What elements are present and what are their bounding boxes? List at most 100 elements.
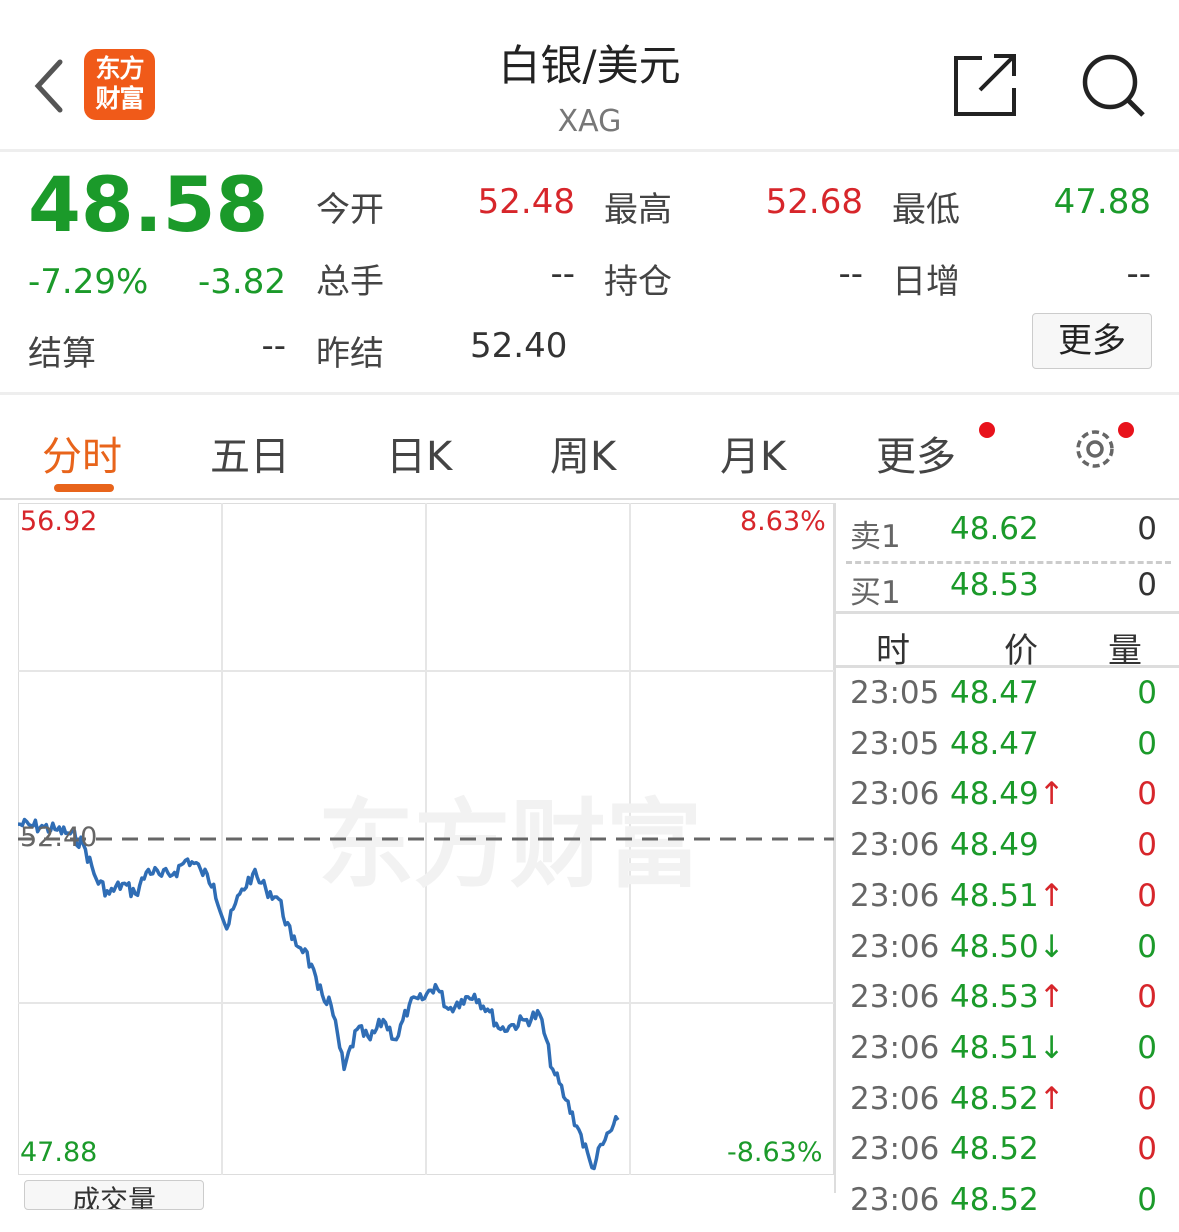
volume-label: 总手 (316, 254, 384, 303)
active-tab-indicator (54, 484, 114, 492)
indicator-button[interactable]: 成交量 (24, 1180, 204, 1210)
tick-time: 23:06 (850, 827, 939, 863)
tab-monthly-k[interactable]: 月K (720, 424, 786, 482)
tick-time: 23:06 (850, 929, 939, 965)
chart-tabs: 分时 五日 日K 周K 月K 更多 (0, 398, 1179, 500)
intraday-chart[interactable]: 东方财富 (18, 503, 834, 1175)
tick-price-value: 48.50 (950, 929, 1039, 965)
tab-five-day[interactable]: 五日 (210, 424, 290, 482)
pct-max-label: 8.63% (740, 506, 826, 537)
tick-price: 48.52 (950, 1182, 1039, 1218)
tick-row: 23:06 48.49↑ 0 (836, 776, 1179, 826)
open-label: 今开 (316, 182, 384, 231)
prev-settle-label: 昨结 (316, 326, 384, 375)
more-button[interactable]: 更多 (1032, 313, 1152, 369)
tick-price-value: 48.49 (950, 827, 1039, 863)
tick-price: 48.52 (950, 1131, 1039, 1167)
oi-label: 持仓 (604, 254, 672, 303)
tick-volume: 0 (1137, 929, 1157, 965)
tab-intraday[interactable]: 分时 (42, 424, 122, 482)
tick-price-value: 48.53 (950, 979, 1039, 1015)
tick-time: 23:06 (850, 878, 939, 914)
tick-price: 48.47 (950, 675, 1039, 711)
tick-price-value: 48.51 (950, 878, 1039, 914)
tick-volume: 0 (1137, 776, 1157, 812)
ask-row: 卖1 48.62 0 (836, 511, 1179, 561)
change: -3.82 (188, 262, 286, 302)
tick-row: 23:06 48.52 0 (836, 1131, 1179, 1181)
notification-dot (979, 422, 995, 438)
tick-row: 23:05 48.47 0 (836, 726, 1179, 776)
tick-arrow: ↑ (1039, 878, 1065, 914)
tab-weekly-k[interactable]: 周K (550, 424, 616, 482)
tick-time: 23:06 (850, 1081, 939, 1117)
high-value: 52.68 (720, 182, 863, 222)
ref-label: 52.40 (20, 822, 97, 853)
tick-price: 48.47 (950, 726, 1039, 762)
tick-row: 23:06 48.52 0 (836, 1182, 1179, 1232)
settle-label: 结算 (28, 326, 96, 375)
tick-row: 23:05 48.47 0 (836, 675, 1179, 725)
last-price: 48.58 (28, 160, 268, 249)
tick-price-value: 48.52 (950, 1081, 1039, 1117)
tick-volume: 0 (1137, 675, 1157, 711)
tick-price: 48.52↑ (950, 1081, 1065, 1117)
ask-volume: 0 (1137, 511, 1157, 547)
tick-arrow: ↓ (1039, 1030, 1065, 1066)
change-pct: -7.29% (28, 262, 148, 302)
tick-time: 23:06 (850, 1182, 939, 1218)
bid-label: 买1 (850, 567, 901, 612)
tick-time: 23:05 (850, 675, 939, 711)
search-icon[interactable] (1080, 52, 1146, 118)
tick-price: 48.53↑ (950, 979, 1065, 1015)
tick-row: 23:06 48.51↓ 0 (836, 1030, 1179, 1080)
settle-value: -- (200, 326, 286, 366)
volume-value: -- (430, 254, 575, 294)
tick-price: 48.49↑ (950, 776, 1065, 812)
bid-row: 买1 48.53 0 (836, 567, 1179, 617)
settings-gear-icon[interactable] (1070, 424, 1120, 474)
bid-price: 48.53 (950, 567, 1039, 603)
daily-inc-value: -- (1000, 254, 1151, 294)
tick-price: 48.51↑ (950, 878, 1065, 914)
notification-dot (1118, 422, 1134, 438)
ask-price: 48.62 (950, 511, 1039, 547)
tab-daily-k[interactable]: 日K (386, 424, 452, 482)
tick-time: 23:06 (850, 1030, 939, 1066)
tick-price: 48.50↓ (950, 929, 1065, 965)
tick-time: 23:06 (850, 979, 939, 1015)
tick-price-value: 48.51 (950, 1030, 1039, 1066)
tick-volume: 0 (1137, 1030, 1157, 1066)
low-label: 最低 (892, 182, 960, 231)
oi-value: -- (720, 254, 863, 294)
pct-min-label: -8.63% (727, 1137, 823, 1168)
divider (836, 665, 1179, 668)
tick-row: 23:06 48.50↓ 0 (836, 929, 1179, 979)
share-icon[interactable] (952, 52, 1018, 118)
high-label: 最高 (604, 182, 672, 231)
divider (846, 561, 1171, 564)
tick-arrow: ↑ (1039, 776, 1065, 812)
tick-price: 48.51↓ (950, 1030, 1065, 1066)
y-min-label: 47.88 (20, 1137, 97, 1168)
tick-row: 23:06 48.51↑ 0 (836, 878, 1179, 928)
tick-row: 23:06 48.53↑ 0 (836, 979, 1179, 1029)
open-value: 52.48 (430, 182, 575, 222)
tick-price-value: 48.47 (950, 726, 1039, 762)
tick-price-value: 48.47 (950, 675, 1039, 711)
tick-row: 23:06 48.52↑ 0 (836, 1081, 1179, 1131)
tick-price-value: 48.49 (950, 776, 1039, 812)
tick-row: 23:06 48.49 0 (836, 827, 1179, 877)
watermark: 东方财富 (318, 789, 702, 901)
tick-volume: 0 (1137, 827, 1157, 863)
tick-volume: 0 (1137, 1081, 1157, 1117)
tick-time: 23:06 (850, 776, 939, 812)
tick-volume: 0 (1137, 1131, 1157, 1167)
prev-settle-value: 52.40 (470, 326, 567, 366)
tick-arrow: ↓ (1039, 929, 1065, 965)
tick-arrow: ↑ (1039, 1081, 1065, 1117)
tick-volume: 0 (1137, 726, 1157, 762)
tab-more[interactable]: 更多 (876, 424, 956, 482)
tick-time: 23:06 (850, 1131, 939, 1167)
low-value: 47.88 (1000, 182, 1151, 222)
